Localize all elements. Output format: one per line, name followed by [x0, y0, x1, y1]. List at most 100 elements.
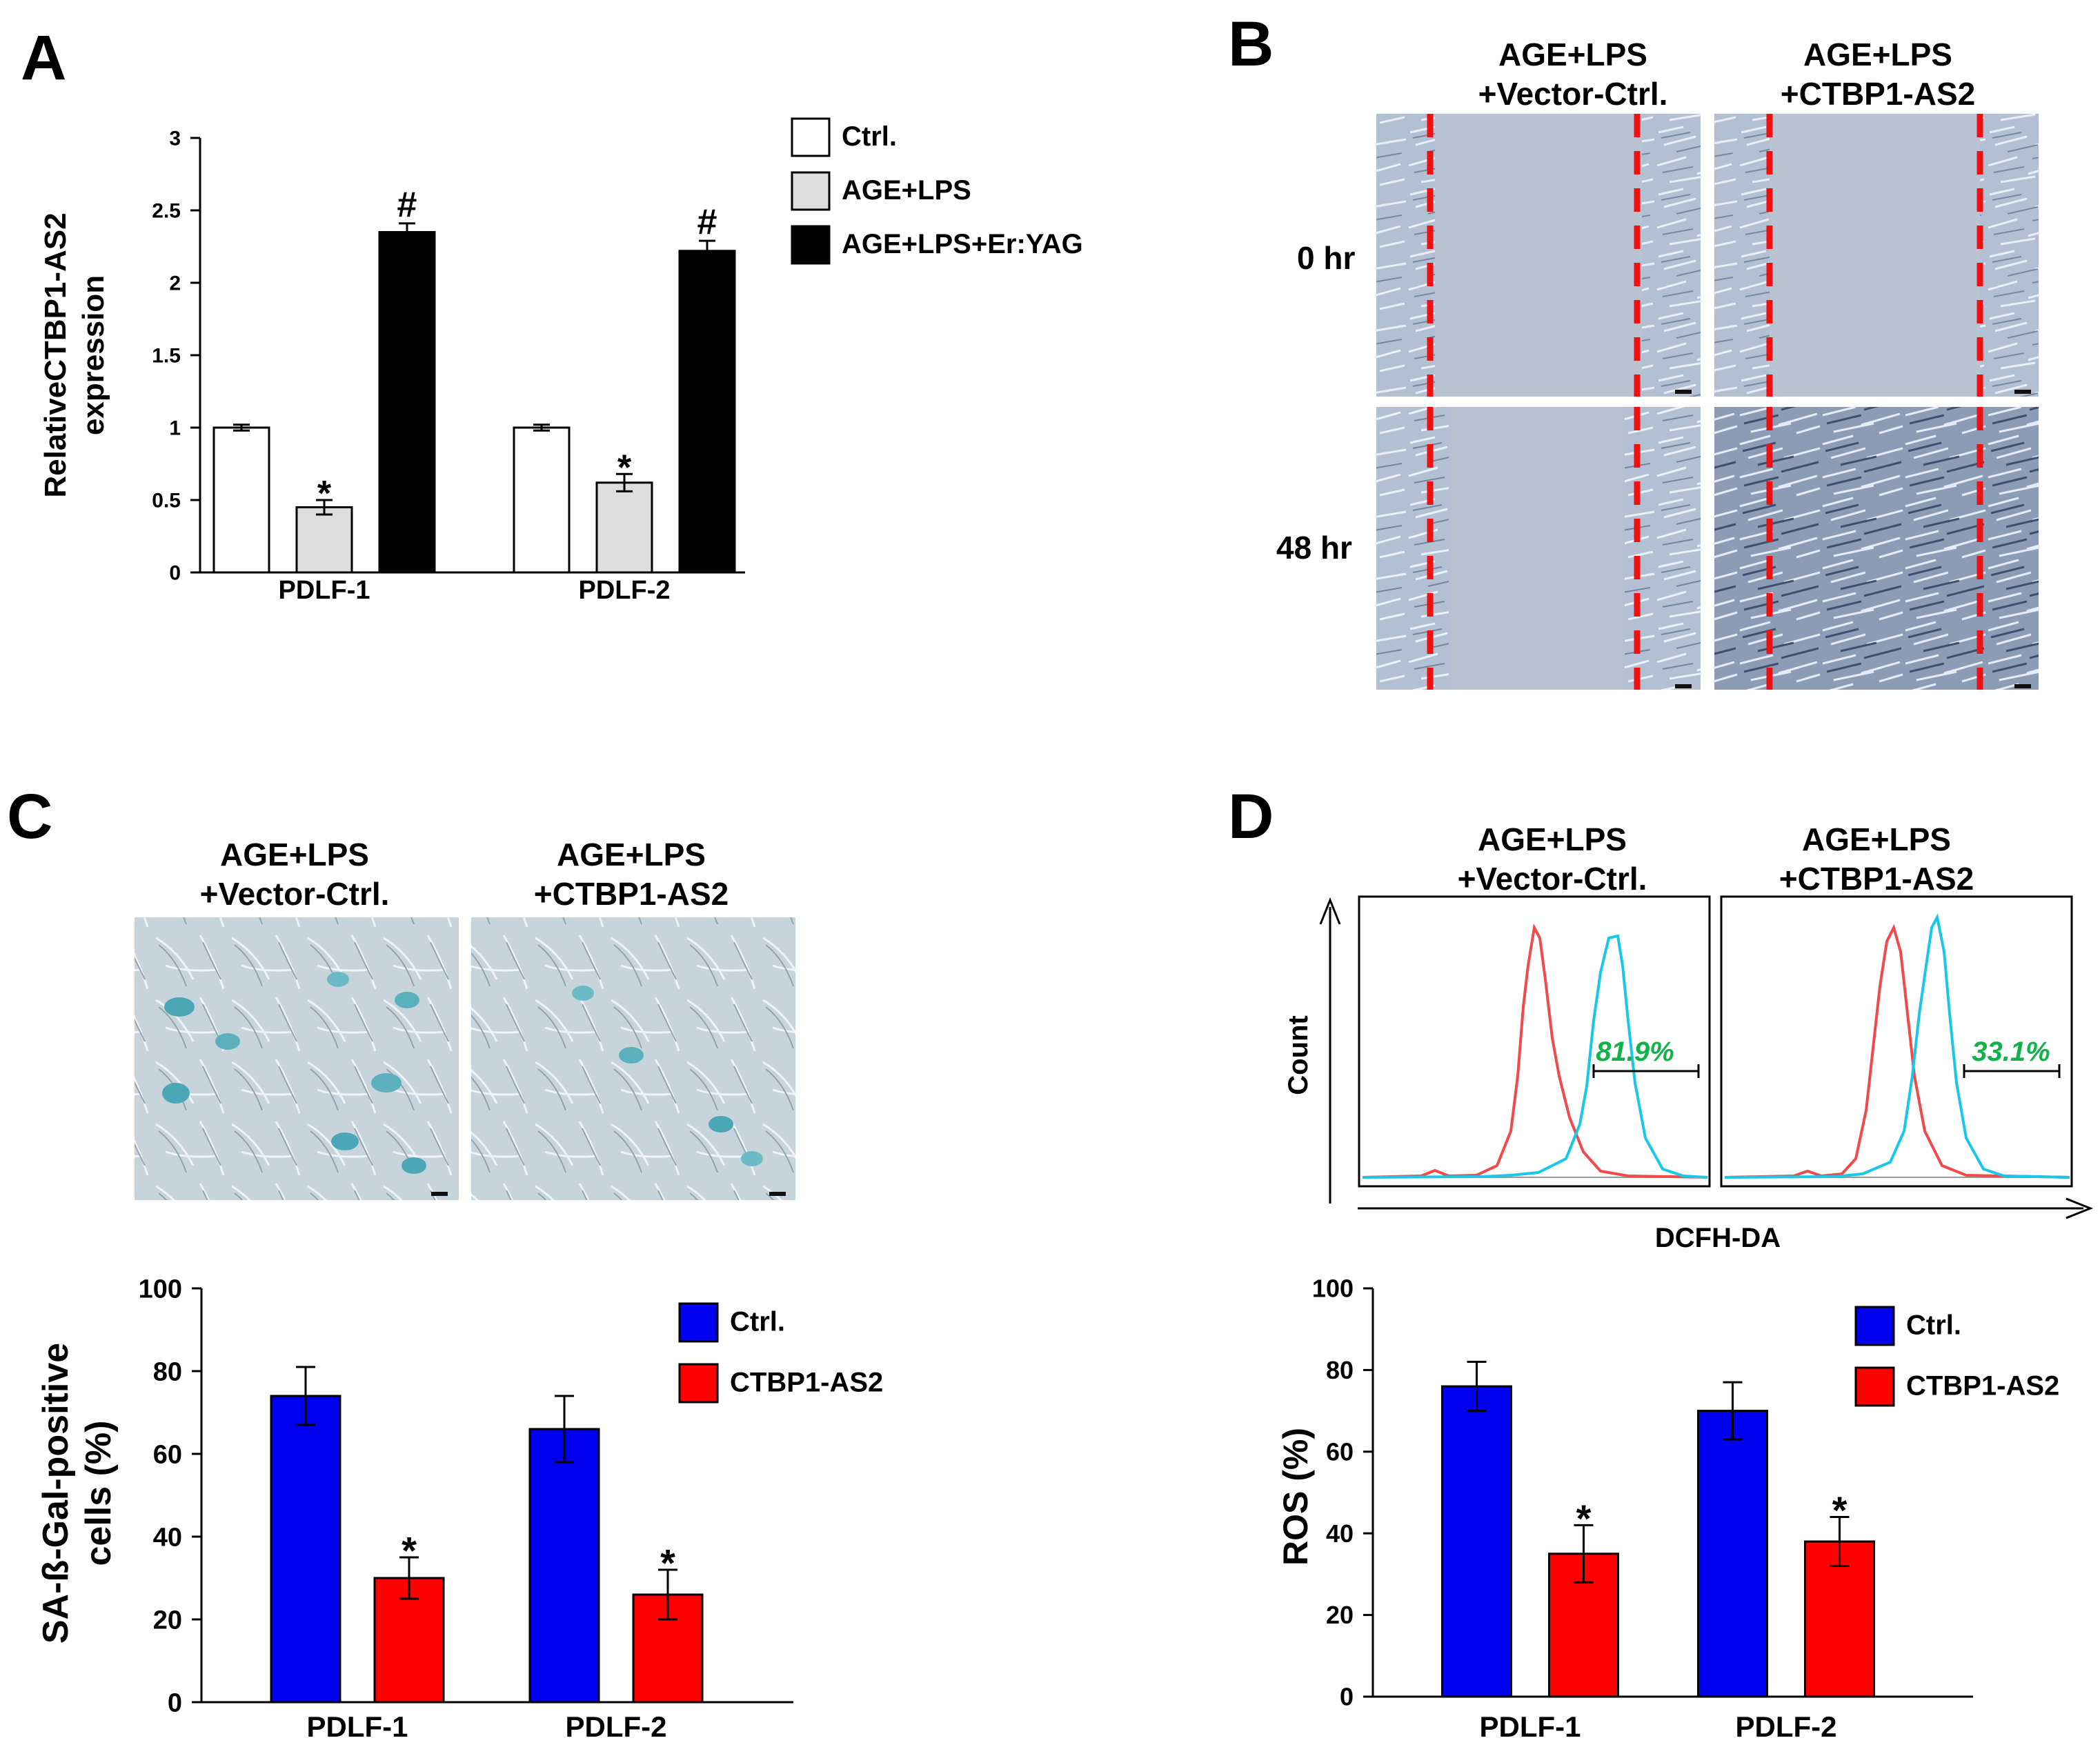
legend-swatch [791, 117, 831, 157]
bar-ctrl- [212, 426, 270, 574]
legend-swatch [1854, 1366, 1895, 1407]
y-tick-label: 3 [169, 128, 181, 150]
legend-swatch [678, 1363, 719, 1404]
significance-mark: * [1576, 1497, 1592, 1540]
histogram-vector: 81.9% [1358, 895, 1711, 1188]
y-tick-label: 1 [169, 417, 181, 440]
panel-c-col2-line2: +CTBP1-AS2 [534, 876, 729, 912]
panel-b-col1-line2: +Vector-Ctrl. [1478, 76, 1668, 112]
bar-ctbp1-as2 [1804, 1540, 1875, 1698]
y-tick-label: 0 [169, 562, 181, 585]
bar-ctrl- [1697, 1410, 1768, 1698]
significance-mark: * [317, 474, 332, 514]
bar-ctrl- [270, 1395, 341, 1704]
histogram-ylabel: Count [1283, 1015, 1314, 1095]
legend-label: Ctrl. [730, 1307, 785, 1337]
y-tick-label: 60 [1326, 1437, 1354, 1466]
panel-b-col1-line1: AGE+LPS [1498, 37, 1647, 72]
category-label: PDLF-2 [566, 1710, 667, 1743]
category-label: PDLF-2 [1736, 1710, 1837, 1743]
bar-age-lps [595, 481, 653, 574]
histogram-y-arrowhead [1319, 897, 1341, 925]
legend-label: CTBP1-AS2 [1906, 1371, 2059, 1401]
histogram-xlabel: DCFH-DA [1655, 1223, 1781, 1253]
significance-mark: * [617, 448, 632, 488]
histogram-dcfh-curve [1724, 913, 2070, 1179]
bar-age-lps [295, 506, 353, 574]
y-tick-label: 0 [168, 1688, 182, 1717]
legend-label: CTBP1-AS2 [730, 1368, 883, 1398]
micrograph-48hr-ctbp1 [1714, 407, 2039, 690]
significance-mark: # [697, 202, 717, 242]
histogram-dcfh-curve [1362, 934, 1708, 1179]
histogram-ctbp1: 33.1% [1720, 895, 2073, 1188]
micrograph-0hr-vector [1376, 114, 1701, 397]
y-axis-label: cells (%) [79, 1421, 119, 1566]
chart-c: 0 20 40 60 80 100 SA-ß-Gal-positive cells (%) * P… [36, 1275, 883, 1743]
y-tick-label: 60 [153, 1440, 182, 1469]
panel-b-col2-line1: AGE+LPS [1803, 37, 1952, 72]
bar-ctrl- [513, 426, 571, 574]
significance-mark: * [660, 1541, 675, 1585]
histogram-control-curve [1724, 924, 2070, 1179]
panel-label-d: D [1228, 781, 1274, 852]
significance-mark: * [402, 1529, 417, 1573]
significance-mark: # [397, 185, 417, 225]
panel-d-col2-line2: +CTBP1-AS2 [1779, 861, 1974, 897]
legend-swatch [791, 171, 831, 211]
y-tick-label: 100 [139, 1275, 182, 1304]
chart-d: 0 20 40 60 80 100 ROS (%) * PDLF-1 * PDLF-2 Ctrl. CT… [1276, 1275, 2059, 1743]
micrograph-0hr-ctbp1 [1714, 114, 2039, 397]
micrograph-sagal-vector [135, 917, 459, 1200]
legend-swatch [791, 225, 831, 265]
y-tick-label: 20 [1326, 1601, 1354, 1629]
panel-d-col1-line1: AGE+LPS [1478, 821, 1627, 857]
panel-label-a: A [21, 23, 66, 93]
category-label: PDLF-2 [579, 576, 671, 605]
panel-b-row-0hr: 0 hr [1297, 240, 1355, 276]
category-label: PDLF-1 [1480, 1710, 1581, 1743]
category-label: PDLF-1 [279, 576, 370, 605]
gate-percentage-1: 81.9% [1596, 1037, 1674, 1067]
panel-b: AGE+LPS +Vector-Ctrl. AGE+LPS +CTBP1-AS2… [1276, 37, 2039, 690]
significance-mark: * [1832, 1488, 1848, 1532]
panel-c-col1-line1: AGE+LPS [220, 837, 369, 872]
legend-label: AGE+LPS+Er:YAG [842, 229, 1083, 259]
bar-age-lps-er-yag [378, 231, 436, 574]
panel-b-row-48hr: 48 hr [1276, 530, 1352, 566]
y-tick-label: 40 [1326, 1519, 1354, 1548]
micrograph-48hr-vector [1376, 407, 1701, 690]
y-axis-label: RelativeCTBP1-AS2 [39, 212, 72, 497]
y-tick-label: 80 [1326, 1356, 1354, 1384]
y-axis-label: ROS (%) [1276, 1428, 1315, 1566]
legend-label: Ctrl. [842, 121, 897, 152]
panel-d: AGE+LPS +Vector-Ctrl. AGE+LPS +CTBP1-AS2… [1283, 821, 2094, 1253]
legend-swatch [1854, 1306, 1895, 1346]
legend-label: Ctrl. [1906, 1310, 1961, 1341]
panel-d-col2-line1: AGE+LPS [1802, 821, 1951, 857]
panel-label-b: B [1228, 9, 1274, 79]
y-axis-label: expression [77, 275, 110, 435]
legend-label: AGE+LPS [842, 175, 971, 206]
y-tick-label: 80 [153, 1357, 182, 1386]
panel-c-col2-line1: AGE+LPS [557, 837, 706, 872]
micrograph-sagal-ctbp1 [471, 917, 795, 1200]
y-tick-label: 0 [1340, 1683, 1354, 1711]
panel-label-c: C [7, 781, 52, 852]
panel-c-col1-line2: +Vector-Ctrl. [200, 876, 390, 912]
bar-age-lps-er-yag [678, 250, 736, 574]
panel-c: AGE+LPS +Vector-Ctrl. AGE+LPS +CTBP1-AS2 [135, 837, 795, 1200]
y-tick-label: 40 [153, 1523, 182, 1552]
chart-a: 0 0.5 1 1.5 2 2.5 3 RelativeCTBP1-AS2 expression… [39, 117, 1083, 605]
category-label: PDLF-1 [307, 1710, 408, 1743]
bar-ctrl- [528, 1428, 600, 1704]
gate-percentage-2: 33.1% [1972, 1037, 2050, 1067]
panel-b-col2-line2: +CTBP1-AS2 [1781, 76, 1975, 112]
y-tick-label: 1.5 [152, 345, 181, 368]
y-tick-label: 2.5 [152, 200, 181, 223]
bar-ctrl- [1441, 1385, 1512, 1698]
y-tick-label: 100 [1312, 1275, 1354, 1303]
y-tick-label: 2 [169, 272, 181, 295]
histogram-x-arrowhead [2066, 1197, 2094, 1219]
